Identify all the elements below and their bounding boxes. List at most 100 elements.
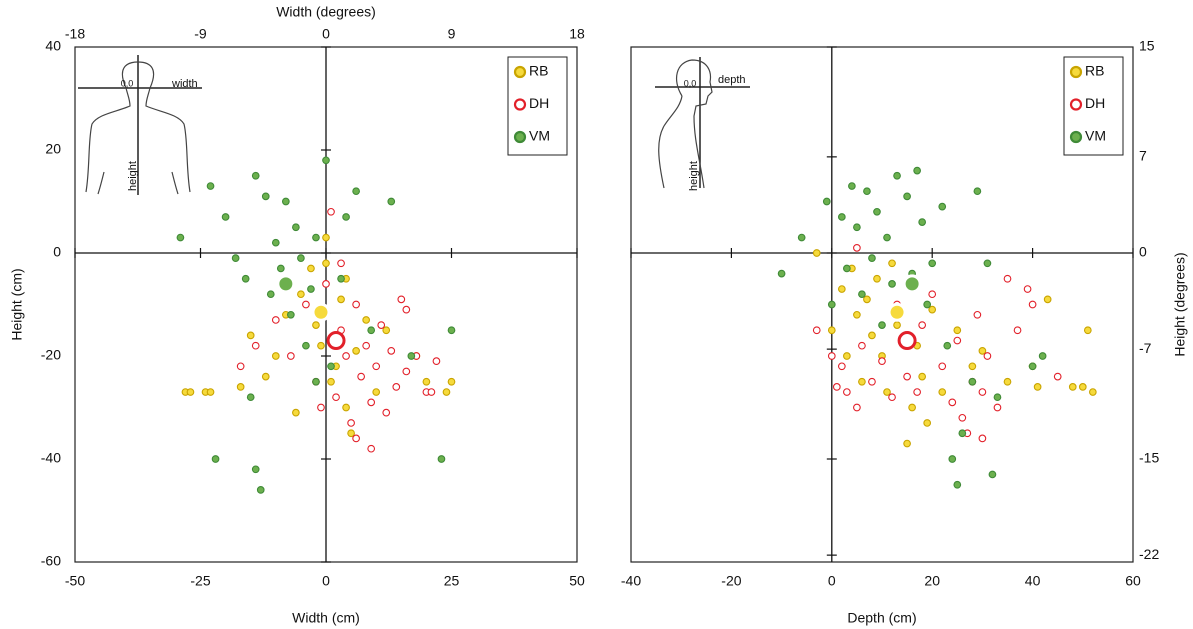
point (276, 264, 285, 273)
point (853, 244, 861, 252)
point (367, 444, 376, 453)
legend-label: VM (529, 128, 550, 144)
x-tick-label: 0 (322, 573, 330, 589)
y2-axis-label: Height (degrees) (1172, 252, 1188, 356)
point (246, 393, 255, 402)
point (322, 259, 330, 268)
point (1013, 326, 1022, 335)
point (837, 213, 846, 221)
y2-tick-label: -22 (1139, 546, 1159, 562)
y-tick-label: 0 (53, 244, 61, 260)
inset-horizontal: width (171, 78, 198, 90)
point (322, 233, 330, 242)
x-tick-label: -40 (621, 573, 641, 589)
point (953, 326, 962, 335)
point (837, 285, 846, 293)
point (221, 213, 230, 221)
x-tick-label: 40 (1025, 573, 1041, 589)
point (883, 388, 891, 396)
point (1028, 300, 1037, 309)
point (297, 290, 305, 299)
point (903, 192, 911, 201)
y-axis-label: Height (cm) (9, 268, 25, 340)
mean-point (887, 302, 907, 322)
point (236, 383, 245, 391)
point (978, 347, 987, 355)
point (176, 233, 185, 242)
x2-tick-label: 18 (569, 26, 585, 42)
point (913, 166, 921, 175)
point (983, 259, 992, 268)
point (893, 171, 901, 180)
x2-tick-label: 0 (322, 26, 330, 42)
point (327, 377, 335, 386)
x-axis-label: Width (cm) (292, 610, 360, 626)
point (873, 207, 881, 216)
point (246, 331, 255, 340)
point (858, 290, 866, 299)
x2-tick-label: -9 (194, 26, 207, 42)
point (1043, 295, 1052, 304)
point (968, 362, 977, 371)
point (903, 372, 911, 381)
inset-left (78, 55, 202, 195)
point (868, 331, 876, 340)
point (302, 300, 310, 309)
legend-marker (513, 65, 527, 79)
point (848, 182, 856, 190)
point (943, 341, 952, 350)
point (387, 347, 396, 355)
mean-point (897, 331, 917, 351)
point (822, 197, 831, 206)
point (236, 362, 245, 371)
point (928, 290, 937, 299)
y-tick-label: 20 (45, 141, 61, 157)
point (327, 207, 335, 216)
point (968, 377, 977, 386)
y2-tick-label: -7 (1139, 340, 1152, 356)
legend-label: DH (1085, 95, 1105, 111)
point (307, 285, 315, 293)
point (251, 171, 260, 180)
legend-label: VM (1085, 128, 1106, 144)
point (352, 347, 360, 355)
point (261, 192, 270, 201)
point (357, 372, 365, 381)
point (292, 223, 300, 232)
x-tick-label: 20 (924, 573, 940, 589)
point (993, 403, 1002, 412)
series-dh (236, 207, 441, 453)
point (1053, 372, 1062, 381)
point (352, 300, 360, 309)
point (307, 264, 315, 273)
point (342, 403, 350, 412)
point (853, 403, 861, 412)
inset-vertical: height (127, 161, 139, 191)
inset-vertical: height (688, 161, 700, 191)
point (868, 377, 876, 386)
point (858, 377, 866, 386)
point (392, 383, 401, 391)
point (1068, 383, 1077, 391)
point (903, 439, 911, 448)
mean-point (902, 274, 922, 294)
y2-tick-label: 0 (1139, 244, 1147, 260)
point (812, 326, 821, 335)
x-tick-label: 60 (1125, 573, 1141, 589)
x-axis-label: Depth (cm) (847, 610, 916, 626)
point (251, 341, 260, 350)
point (958, 429, 967, 438)
point (427, 388, 436, 396)
point (317, 403, 325, 412)
y-tick-label: -40 (41, 450, 61, 466)
point (367, 398, 376, 407)
y-tick-label: -60 (41, 553, 61, 569)
mean-point (326, 331, 346, 351)
point (302, 341, 310, 350)
point (1083, 326, 1092, 335)
point (953, 336, 962, 345)
point (938, 388, 947, 396)
point (812, 249, 821, 257)
point (437, 455, 446, 463)
series-vm (176, 156, 456, 494)
